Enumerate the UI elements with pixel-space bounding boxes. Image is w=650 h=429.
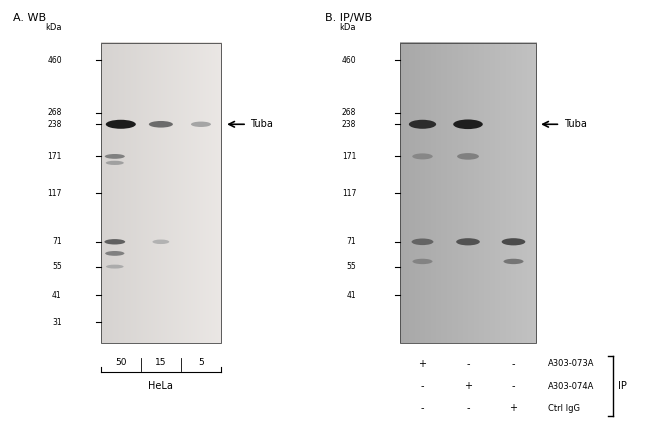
Ellipse shape: [106, 265, 124, 269]
Ellipse shape: [106, 161, 124, 165]
Text: -: -: [421, 403, 424, 414]
Text: A303-074A: A303-074A: [548, 382, 594, 390]
Ellipse shape: [453, 119, 483, 129]
Text: 460: 460: [342, 56, 356, 65]
Bar: [101, 43, 221, 343]
Ellipse shape: [153, 239, 169, 244]
Text: 50: 50: [115, 358, 127, 367]
Text: Tuba: Tuba: [250, 119, 273, 129]
Ellipse shape: [105, 239, 125, 245]
Ellipse shape: [191, 121, 211, 127]
Text: A303-073A: A303-073A: [548, 360, 595, 368]
Text: HeLa: HeLa: [148, 381, 174, 391]
Text: 71: 71: [52, 237, 62, 246]
Text: 71: 71: [346, 237, 356, 246]
Text: Tuba: Tuba: [564, 119, 586, 129]
Text: 238: 238: [342, 120, 356, 129]
Text: 117: 117: [47, 189, 62, 198]
Text: 268: 268: [342, 108, 356, 117]
Ellipse shape: [504, 259, 523, 264]
Text: 15: 15: [155, 358, 166, 367]
Text: 41: 41: [346, 290, 356, 299]
Ellipse shape: [106, 120, 136, 129]
Text: -: -: [512, 381, 515, 391]
Text: 55: 55: [346, 262, 356, 271]
Ellipse shape: [457, 153, 479, 160]
Text: B. IP/WB: B. IP/WB: [325, 13, 372, 23]
Text: kDa: kDa: [46, 23, 62, 32]
Bar: [400, 43, 536, 343]
Text: +: +: [419, 359, 426, 369]
Text: 171: 171: [342, 152, 356, 161]
Ellipse shape: [413, 259, 432, 264]
Text: 31: 31: [52, 318, 62, 327]
Ellipse shape: [409, 120, 436, 129]
Text: Ctrl IgG: Ctrl IgG: [548, 404, 580, 413]
Text: 171: 171: [47, 152, 62, 161]
Text: 41: 41: [52, 290, 62, 299]
Text: +: +: [510, 403, 517, 414]
Text: 238: 238: [47, 120, 62, 129]
Text: kDa: kDa: [340, 23, 356, 32]
Text: -: -: [466, 359, 470, 369]
Text: 117: 117: [342, 189, 356, 198]
Text: A. WB: A. WB: [13, 13, 46, 23]
Text: IP: IP: [618, 381, 627, 391]
Text: -: -: [512, 359, 515, 369]
Ellipse shape: [105, 154, 125, 159]
Ellipse shape: [105, 251, 124, 256]
Ellipse shape: [412, 154, 433, 160]
Ellipse shape: [456, 238, 480, 245]
Text: 55: 55: [52, 262, 62, 271]
Text: 5: 5: [198, 358, 204, 367]
Ellipse shape: [149, 121, 173, 127]
Text: 460: 460: [47, 56, 62, 65]
Text: -: -: [466, 403, 470, 414]
Ellipse shape: [502, 238, 525, 245]
Text: 268: 268: [47, 108, 62, 117]
Ellipse shape: [411, 239, 434, 245]
Text: -: -: [421, 381, 424, 391]
Text: +: +: [464, 381, 472, 391]
